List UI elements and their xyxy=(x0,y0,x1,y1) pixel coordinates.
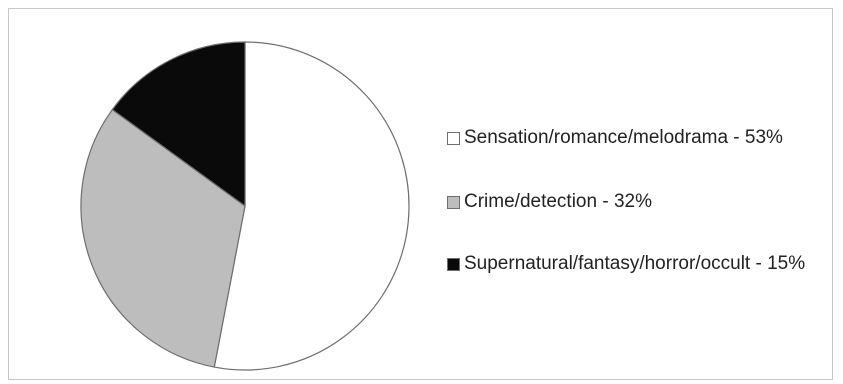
legend-swatch-crime xyxy=(447,196,460,209)
legend-item-crime: Crime/detection - 32% xyxy=(447,191,824,213)
pie-slice-crime xyxy=(80,108,246,368)
legend-swatch-sensation xyxy=(447,132,460,145)
chart-frame: Sensation/romance/melodrama - 53% Crime/… xyxy=(8,8,833,380)
legend-item-sensation: Sensation/romance/melodrama - 53% xyxy=(447,127,824,149)
legend-swatch-supernatural xyxy=(447,258,460,271)
legend-item-supernatural: Supernatural/fantasy/horror/occult - 15% xyxy=(447,253,824,275)
legend-label-supernatural: Supernatural/fantasy/horror/occult - 15% xyxy=(464,253,806,274)
pie-slice-supernatural xyxy=(111,41,246,208)
legend-label-crime: Crime/detection - 32% xyxy=(464,191,652,212)
pie-slices xyxy=(80,41,410,371)
pie-slice-sensation xyxy=(213,41,410,371)
pie-chart xyxy=(80,41,410,371)
legend-label-sensation: Sensation/romance/melodrama - 53% xyxy=(464,127,783,148)
